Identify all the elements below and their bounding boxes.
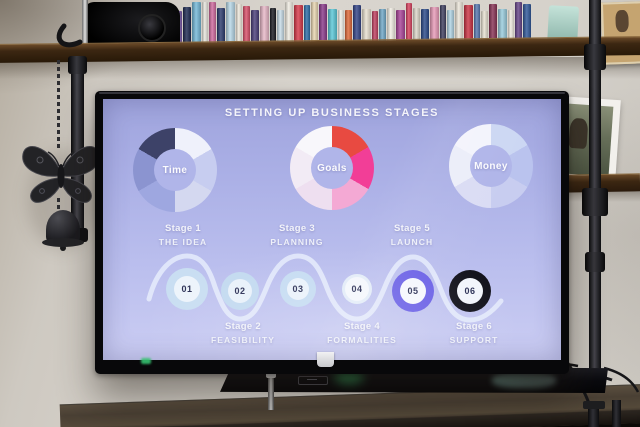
dvd-spine [243,6,250,47]
dvd-spine [226,2,235,47]
dvd-spine [202,2,208,47]
dvd-spine [447,10,454,47]
dvd-spine [270,8,276,47]
picture-figure [615,9,629,33]
photo-person [568,117,589,149]
dvd-spine [183,7,191,47]
dvd-spine [508,10,514,47]
tv: SETTING UP BUSINESS STAGES Time Goals Mo… [95,91,569,374]
dvd-spine [523,4,531,47]
silver-rod [268,376,274,410]
donut-chart-money: Money [449,124,533,208]
dvd-spine [406,3,412,47]
dvd-spine [345,10,352,47]
dvd-spine [498,9,507,47]
pipe-coupler-mid-right [585,252,605,272]
dvd-spine [421,9,429,47]
dvd-spine [362,9,371,47]
camera-lens [138,14,166,42]
glass-reflection [492,372,556,388]
bell [46,210,80,242]
dvd-spine [387,8,395,47]
tv-screen: SETTING UP BUSINESS STAGES Time Goals Mo… [103,99,561,360]
dvd-spine [285,2,293,47]
stage-label-5: Stage 5 LAUNCH [390,223,434,247]
dvd-spine [192,2,201,47]
stage-circle-03: 03 [280,271,316,307]
dvd-spine [489,4,497,47]
dvd-spine [260,6,269,47]
donut-label-money: Money [474,160,508,172]
dvd-spine [251,10,259,47]
dvd-spine [328,9,337,47]
stage-label-4: Stage 4 FORMALITIES [327,321,397,345]
dvd-row [168,0,552,47]
dvd-spine [304,5,310,47]
stage-circle-06: 06 [449,270,491,312]
dvd-spine [413,8,420,47]
dvd-spine [311,2,318,47]
donut-hole [470,145,512,187]
dvd-spine [353,5,361,47]
stage-circle-04: 04 [342,274,372,304]
dvd-spine [464,5,473,47]
dvd-spine [515,2,522,47]
donut-label-time: Time [162,164,188,176]
pipe-coupler-shelf-right [582,188,608,216]
dvd-spine [277,10,284,47]
bezel-clip [317,352,334,367]
stage-label-2: Stage 2 FEASIBILITY [210,321,276,345]
soundbar-logo [298,376,328,385]
dvd-spine [430,7,439,47]
slide-title: SETTING UP BUSINESS STAGES [224,107,440,119]
donut-chart-goals: Goals [290,126,374,210]
dvd-spine [474,4,480,47]
stage-label-1: Stage 1 THE IDEA [158,223,208,247]
bell-chain [57,198,60,214]
chain [57,60,60,148]
dvd-spine [294,5,303,47]
bell-clapper [60,245,66,251]
pipe-coupler-top-left [68,56,87,74]
silver-rod-tip [266,372,276,378]
stage-circle-01: 01 [166,268,208,310]
donut-hole [311,147,353,189]
dvd-spine [379,9,386,47]
power-led [141,358,151,364]
dvd-spine [481,11,488,47]
dvd-spine [455,2,463,47]
donut-label-goals: Goals [317,162,347,174]
stage-label-6: Stage 6 SUPPORT [449,321,499,345]
butterfly-ornament [22,146,100,203]
dvd-spine [319,4,327,47]
table-leg-pipe [588,404,599,427]
dvd-spine [236,4,242,47]
stage-circle-02: 02 [221,272,259,310]
bell-lip [42,238,84,247]
shelf-shadow [0,57,640,79]
dvd-spine [372,11,378,47]
table-leg-pipe-2 [612,400,621,427]
stage-label-3: Stage 3 PLANNING [270,223,324,247]
pipe-flange [583,401,605,409]
stage-circle-05: 05 [392,270,434,312]
tripod-pole [82,0,88,46]
pipe-coupler-top-right [584,44,606,70]
dvd-spine [396,10,405,47]
timeline-wave [146,253,504,323]
dvd-spine [217,8,225,47]
dvd-spine [440,5,446,47]
dvd-spine [338,10,344,47]
donut-hole [154,149,196,191]
donut-chart-time: Time [133,128,217,212]
dvd-spine [209,2,216,47]
